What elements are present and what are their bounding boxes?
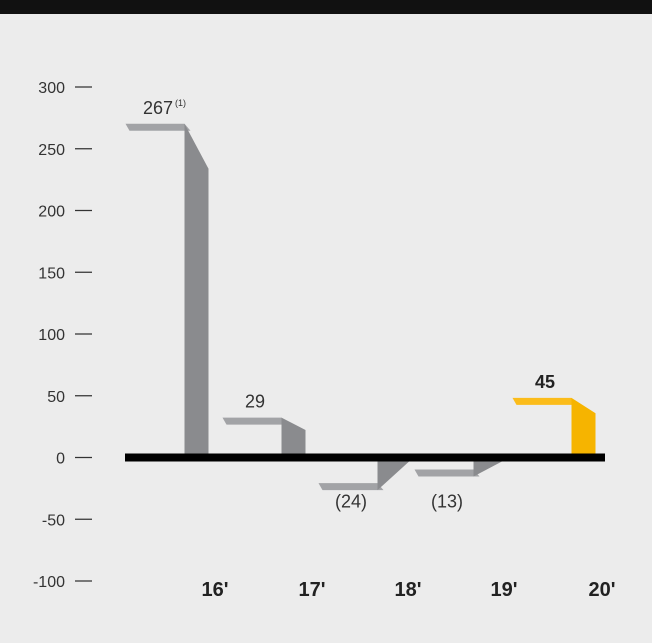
zero-line [125,453,605,462]
bar-16 [125,123,209,458]
bar-20 [512,397,596,458]
y-tick-label-200: 200 [38,204,65,221]
category-label-16: 16' [201,579,228,601]
bar-top-18 [318,483,384,491]
bar-top-16 [125,123,191,131]
category-label-17: 17' [298,579,325,601]
value-footnote-16: (1) [175,98,186,108]
y-axis: 300 250 200 150 100 50 0 -50 -100 [33,80,92,591]
bar-side-16 [184,123,209,458]
bar-top-20 [512,397,578,405]
y-tick-label--50: -50 [42,512,65,529]
value-label-18: (24) [335,492,367,512]
category-label-18: 18' [394,579,421,601]
y-tick-label-300: 300 [38,80,65,97]
top-banner [0,0,652,14]
value-labels: 267 (1) 29 (24) (13) 45 [143,98,555,512]
y-tick-label-0: 0 [56,451,65,468]
bar-side-18 [377,457,414,491]
bar-top-17 [222,417,288,425]
y-tick-label-150: 150 [38,265,65,282]
bar-19 [414,457,510,477]
bar-18 [318,457,414,491]
x-axis: 16' 17' 18' 19' 20' [201,579,615,601]
value-label-16: 267 [143,98,173,118]
y-tick-label-50: 50 [47,389,65,406]
bar-side-17 [281,417,306,458]
y-tick-label-100: 100 [38,327,65,344]
bar-17 [222,417,306,458]
value-label-19: (13) [431,492,463,512]
value-label-20: 45 [535,372,555,392]
bar-side-20 [571,397,596,458]
bar-top-19 [414,469,480,477]
y-tick-label--100: -100 [33,574,65,591]
bar-side-19 [473,457,510,477]
category-label-20: 20' [588,579,615,601]
category-label-19: 19' [490,579,517,601]
y-tick-label-250: 250 [38,142,65,159]
bars [125,123,596,491]
value-label-17: 29 [245,392,265,412]
